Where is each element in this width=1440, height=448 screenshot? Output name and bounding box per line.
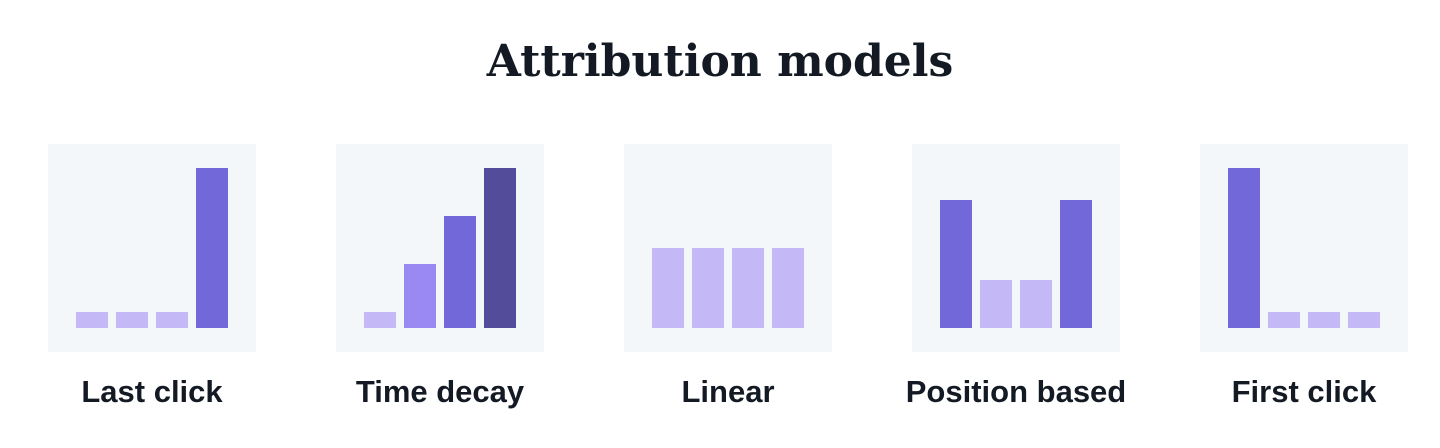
bar-1	[1228, 168, 1260, 328]
chart-last-click	[48, 144, 256, 352]
chart-time-decay	[336, 144, 544, 352]
bar-4	[772, 248, 804, 328]
bar-2	[1268, 312, 1300, 328]
bar-3	[1308, 312, 1340, 328]
bar-3	[444, 216, 476, 328]
chart-linear	[624, 144, 832, 352]
bar-3	[156, 312, 188, 328]
bar-2	[404, 264, 436, 328]
chart-first-click	[1200, 144, 1408, 352]
chart-position-based	[912, 144, 1120, 352]
model-label-linear: Linear	[681, 374, 775, 409]
page-title: Attribution models	[486, 36, 954, 87]
bar-2	[116, 312, 148, 328]
bar-1	[940, 200, 972, 328]
bar-4	[196, 168, 228, 328]
bar-3	[732, 248, 764, 328]
bar-2	[980, 280, 1012, 328]
model-label-time-decay: Time decay	[355, 374, 525, 409]
bar-1	[652, 248, 684, 328]
bar-4	[1060, 200, 1092, 328]
model-label-position-based: Position based	[905, 374, 1127, 409]
bar-4	[1348, 312, 1380, 328]
bar-1	[76, 312, 108, 328]
bar-2	[692, 248, 724, 328]
bar-1	[364, 312, 396, 328]
model-label-first-click: First click	[1231, 374, 1377, 409]
bar-3	[1020, 280, 1052, 328]
bar-4	[484, 168, 516, 328]
model-label-last-click: Last click	[81, 374, 223, 409]
